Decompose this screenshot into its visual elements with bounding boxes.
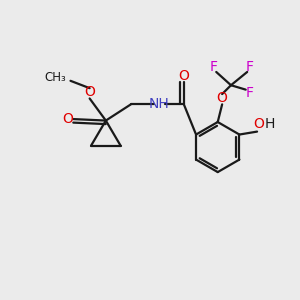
Text: F: F: [245, 85, 253, 100]
Text: O: O: [84, 85, 95, 99]
Text: O: O: [217, 91, 228, 105]
Text: F: F: [246, 60, 254, 74]
Text: O: O: [253, 117, 264, 131]
Text: NH: NH: [148, 98, 169, 111]
Text: F: F: [209, 60, 217, 74]
Text: O: O: [62, 112, 73, 126]
Text: CH₃: CH₃: [44, 71, 66, 84]
Text: O: O: [178, 69, 189, 83]
Text: H: H: [264, 117, 274, 131]
